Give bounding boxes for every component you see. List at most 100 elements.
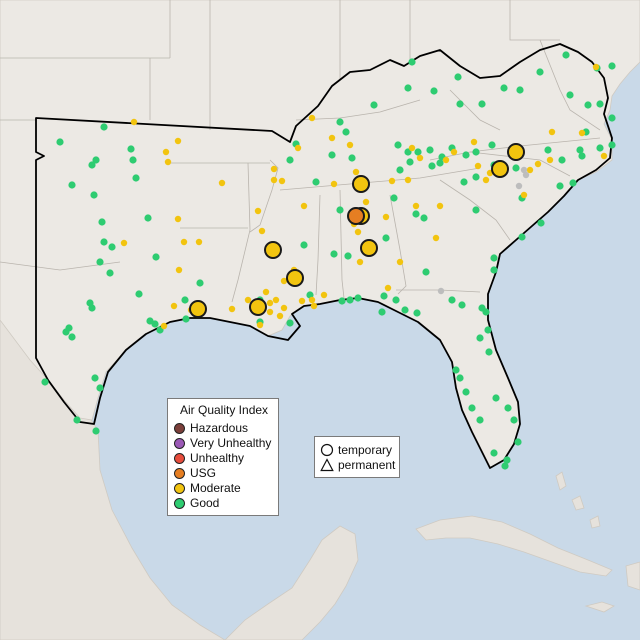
good-monitor-marker[interactable] — [500, 84, 508, 92]
moderate-temporary-monitor-marker[interactable] — [189, 300, 207, 318]
moderate-monitor-marker[interactable] — [354, 228, 362, 236]
moderate-monitor-marker[interactable] — [174, 137, 182, 145]
moderate-monitor-marker[interactable] — [408, 144, 416, 152]
good-monitor-marker[interactable] — [100, 123, 108, 131]
good-monitor-marker[interactable] — [472, 206, 480, 214]
no-data-monitor-marker[interactable] — [437, 287, 445, 295]
moderate-monitor-marker[interactable] — [526, 166, 534, 174]
good-monitor-marker[interactable] — [478, 100, 486, 108]
good-monitor-marker[interactable] — [354, 294, 362, 302]
moderate-monitor-marker[interactable] — [160, 322, 168, 330]
good-monitor-marker[interactable] — [88, 304, 96, 312]
moderate-monitor-marker[interactable] — [270, 165, 278, 173]
good-monitor-marker[interactable] — [390, 194, 398, 202]
moderate-monitor-marker[interactable] — [180, 238, 188, 246]
good-monitor-marker[interactable] — [514, 438, 522, 446]
good-monitor-marker[interactable] — [518, 233, 526, 241]
moderate-temporary-monitor-marker[interactable] — [352, 175, 370, 193]
good-monitor-marker[interactable] — [492, 394, 500, 402]
good-monitor-marker[interactable] — [488, 141, 496, 149]
good-monitor-marker[interactable] — [380, 292, 388, 300]
good-monitor-marker[interactable] — [404, 84, 412, 92]
moderate-monitor-marker[interactable] — [308, 114, 316, 122]
good-monitor-marker[interactable] — [428, 162, 436, 170]
moderate-monitor-marker[interactable] — [164, 158, 172, 166]
good-monitor-marker[interactable] — [504, 404, 512, 412]
moderate-monitor-marker[interactable] — [175, 266, 183, 274]
good-monitor-marker[interactable] — [458, 301, 466, 309]
good-monitor-marker[interactable] — [472, 173, 480, 181]
moderate-monitor-marker[interactable] — [320, 291, 328, 299]
moderate-monitor-marker[interactable] — [356, 258, 364, 266]
moderate-monitor-marker[interactable] — [195, 238, 203, 246]
moderate-monitor-marker[interactable] — [520, 191, 528, 199]
good-monitor-marker[interactable] — [576, 146, 584, 154]
good-monitor-marker[interactable] — [476, 334, 484, 342]
good-monitor-marker[interactable] — [62, 328, 70, 336]
good-monitor-marker[interactable] — [98, 218, 106, 226]
moderate-monitor-marker[interactable] — [120, 239, 128, 247]
good-monitor-marker[interactable] — [92, 156, 100, 164]
good-monitor-marker[interactable] — [556, 182, 564, 190]
moderate-monitor-marker[interactable] — [300, 202, 308, 210]
good-monitor-marker[interactable] — [420, 214, 428, 222]
good-monitor-marker[interactable] — [286, 156, 294, 164]
moderate-monitor-marker[interactable] — [298, 297, 306, 305]
moderate-monitor-marker[interactable] — [546, 156, 554, 164]
good-monitor-marker[interactable] — [456, 100, 464, 108]
moderate-monitor-marker[interactable] — [396, 258, 404, 266]
good-monitor-marker[interactable] — [144, 214, 152, 222]
moderate-monitor-marker[interactable] — [384, 284, 392, 292]
moderate-monitor-marker[interactable] — [278, 177, 286, 185]
good-monitor-marker[interactable] — [151, 320, 159, 328]
good-monitor-marker[interactable] — [462, 388, 470, 396]
moderate-monitor-marker[interactable] — [352, 168, 360, 176]
moderate-monitor-marker[interactable] — [262, 288, 270, 296]
good-monitor-marker[interactable] — [106, 269, 114, 277]
good-monitor-marker[interactable] — [68, 333, 76, 341]
good-monitor-marker[interactable] — [394, 141, 402, 149]
good-monitor-marker[interactable] — [426, 146, 434, 154]
moderate-monitor-marker[interactable] — [266, 299, 274, 307]
good-monitor-marker[interactable] — [558, 156, 566, 164]
good-monitor-marker[interactable] — [91, 374, 99, 382]
good-monitor-marker[interactable] — [312, 178, 320, 186]
moderate-monitor-marker[interactable] — [600, 152, 608, 160]
good-monitor-marker[interactable] — [152, 253, 160, 261]
moderate-temporary-monitor-marker[interactable] — [264, 241, 282, 259]
good-monitor-marker[interactable] — [422, 268, 430, 276]
moderate-monitor-marker[interactable] — [162, 148, 170, 156]
good-monitor-marker[interactable] — [501, 462, 509, 470]
good-monitor-marker[interactable] — [608, 62, 616, 70]
good-monitor-marker[interactable] — [490, 449, 498, 457]
good-monitor-marker[interactable] — [452, 366, 460, 374]
moderate-monitor-marker[interactable] — [470, 138, 478, 146]
good-monitor-marker[interactable] — [490, 254, 498, 262]
good-monitor-marker[interactable] — [348, 154, 356, 162]
good-monitor-marker[interactable] — [413, 309, 421, 317]
good-monitor-marker[interactable] — [68, 181, 76, 189]
moderate-monitor-marker[interactable] — [578, 129, 586, 137]
good-monitor-marker[interactable] — [328, 151, 336, 159]
good-monitor-marker[interactable] — [401, 306, 409, 314]
good-monitor-marker[interactable] — [344, 252, 352, 260]
moderate-temporary-monitor-marker[interactable] — [286, 269, 304, 287]
moderate-monitor-marker[interactable] — [280, 277, 288, 285]
good-monitor-marker[interactable] — [100, 238, 108, 246]
good-monitor-marker[interactable] — [336, 118, 344, 126]
good-monitor-marker[interactable] — [566, 91, 574, 99]
moderate-monitor-marker[interactable] — [174, 215, 182, 223]
good-monitor-marker[interactable] — [516, 86, 524, 94]
moderate-monitor-marker[interactable] — [442, 156, 450, 164]
good-monitor-marker[interactable] — [468, 404, 476, 412]
good-monitor-marker[interactable] — [378, 308, 386, 316]
good-monitor-marker[interactable] — [472, 148, 480, 156]
moderate-monitor-marker[interactable] — [534, 160, 542, 168]
moderate-monitor-marker[interactable] — [308, 296, 316, 304]
good-monitor-marker[interactable] — [300, 241, 308, 249]
moderate-monitor-marker[interactable] — [482, 176, 490, 184]
good-monitor-marker[interactable] — [544, 146, 552, 154]
moderate-monitor-marker[interactable] — [280, 304, 288, 312]
good-monitor-marker[interactable] — [382, 234, 390, 242]
